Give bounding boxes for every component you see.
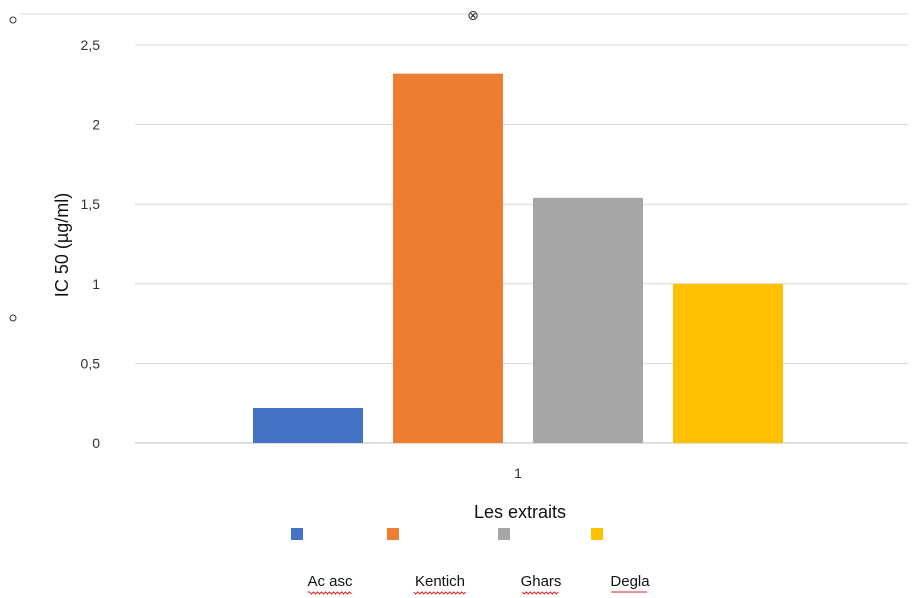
legend: Ac asc Kentich Ghars Degla [291,528,650,595]
legend-swatch [291,528,303,540]
spellcheck-underline [307,591,352,595]
bar-degla [673,283,783,443]
y-tick-label: 1 [92,276,100,292]
y-tick-label: 1,5 [81,196,101,212]
y-tick-label: 2,5 [81,37,101,53]
y-axis-title: IC 50 (µg/ml) [52,193,72,297]
spellcheck-underline [413,591,467,595]
spellcheck-underline [521,591,559,595]
bar-ghars [533,197,643,443]
legend-label: Degla [610,573,650,590]
x-tick-label: 1 [514,465,522,481]
x-axis-ticks: 1 [514,465,522,481]
y-axis-ticks: 0 0,5 1 1,5 2 2,5 [81,37,101,451]
selection-handle-icon[interactable]: ⊗ [467,7,479,23]
legend-label: Ghars [521,573,562,590]
legend-swatch [591,528,603,540]
side-handle-icon[interactable] [9,314,17,322]
bars [253,73,783,443]
gridlines [20,13,908,444]
y-tick-label: 2 [92,117,100,133]
legend-label: Ac asc [307,573,353,590]
bar-ac-asc [253,407,363,443]
legend-swatch [387,528,399,540]
y-tick-label: 0,5 [81,355,101,371]
side-handle-icon[interactable] [9,16,17,24]
x-axis-title: Les extraits [474,502,566,522]
legend-label: Kentich [415,573,465,590]
legend-swatch [498,528,510,540]
y-tick-label: 0 [92,435,100,451]
bar-kentich [393,73,503,443]
